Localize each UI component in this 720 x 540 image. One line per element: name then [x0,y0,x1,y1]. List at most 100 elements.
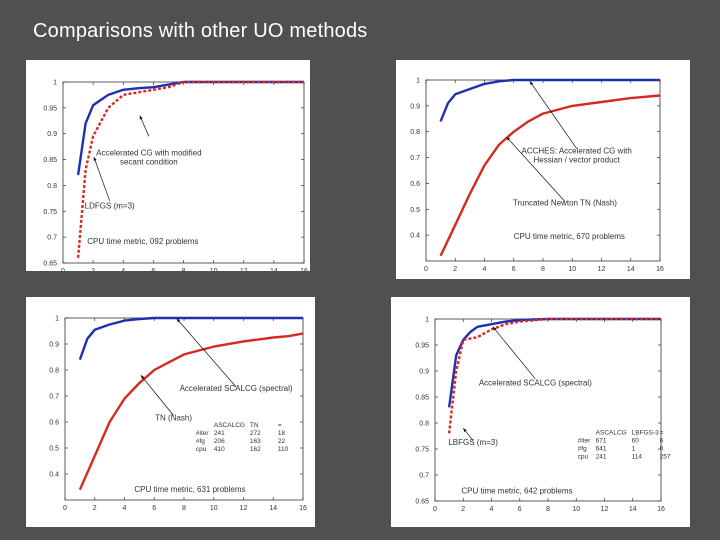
y-tick-label: 0.9 [419,369,429,376]
series-line-1 [78,332,304,491]
table-cell: 110 [278,446,289,453]
annotation-arrow [529,81,577,149]
y-tick-label: 0.9 [410,103,420,110]
x-tick-label: 2 [91,268,95,271]
x-tick-label: 14 [629,506,637,513]
y-tick-label: 0.9 [47,131,57,138]
x-tick-label: 10 [210,505,218,512]
annotation-text: TN (Nash) [155,414,192,423]
y-tick-label: 1 [53,80,57,87]
table-cell: 671 [596,437,607,444]
y-tick-label: 1 [416,78,420,85]
table-cell: 410 [214,446,225,453]
x-tick-label: 6 [151,268,155,271]
series-line-0 [76,80,304,176]
table-cell: 163 [250,438,261,445]
annotation-text: Hessian / vector product [534,156,621,165]
x-tick-label: 2 [453,266,457,273]
annotation-arrow [140,374,174,416]
annotation-arrowhead [176,318,181,323]
x-tick-label: 16 [299,505,307,512]
x-tick-label: 4 [123,505,127,512]
x-tick-label: 4 [490,506,494,513]
y-tick-label: 0.65 [43,261,57,268]
x-tick-label: 10 [572,506,580,513]
table-cell: ASCALCG [214,422,245,429]
series-line-0 [447,317,661,408]
table-cell: 0 [660,445,664,452]
annotation-text: CPU time metric, 092 problems [87,237,198,246]
y-tick-label: 0.8 [410,129,420,136]
table-cell: cpu [578,453,589,460]
y-tick-label: 0.75 [415,447,429,454]
table-cell: 241 [214,430,225,437]
y-tick-label: 0.6 [410,181,420,188]
annotation-text: ACCHES: Accelerated CG with [522,147,632,156]
table-cell: #fg [196,438,205,445]
y-tick-label: 1 [55,316,59,323]
annotation-arrow [93,156,111,202]
chart-bottom-left: 0 2 4 6 8 10 12 14 16 1 0.9 0.8 0.7 0.6 0.5 0.4 Accelera… [49,316,307,513]
x-tick-label: 14 [270,268,278,271]
y-tick-label: 0.5 [410,207,420,214]
x-tick-label: 6 [512,266,516,273]
table-cell: = [660,429,664,436]
chart-bottom-right: 0 2 4 6 8 10 12 14 1610.950.90.850.80.750.70.65A… [415,317,671,514]
y-tick-label: 0.5 [49,446,59,453]
annotation-arrowhead [93,156,97,161]
annotation-arrow [176,318,237,388]
x-tick-label: 10 [568,266,576,273]
series-line-0 [439,78,660,122]
series-line-1 [76,80,304,258]
table-cell: 22 [278,438,286,445]
annotation-text: Accelerated SCALCG (spectral) [479,379,592,388]
slide-title: Comparisons with other UO methods [33,20,368,42]
table-cell: ASCALCG [596,429,627,436]
annotation-text: Accelerated CG with modified [96,148,201,157]
y-tick-label: 0.7 [410,155,420,162]
y-tick-label: 0.75 [43,209,57,216]
table-cell: cpu [196,446,207,453]
table-cell: 18 [278,430,286,437]
y-tick-label: 0.85 [415,395,429,402]
x-tick-label: 2 [93,505,97,512]
table-cell: = [278,422,282,429]
y-tick-label: 0.7 [47,235,57,242]
y-tick-label: 0.4 [410,233,420,240]
x-tick-label: 12 [240,268,248,271]
table-cell: #iter [196,430,209,437]
x-tick-label: 14 [627,266,635,273]
table-cell: 60 [632,437,640,444]
x-tick-label: 8 [541,266,545,273]
chart-top-left: 0 2 4 6 8 10 12 14 16 1 0.95 0.9 0.85 0.8 0.75 0.7 0.65 A… [43,80,308,272]
annotation-arrow [506,136,566,202]
chart-top-right: 0 2 4 6 8 10 12 14 16 1 0.9 0.8 0.7 0.6 0.5 0.4 ACCHES: … [410,78,664,274]
annotation-text: CPU time metric, 631 problems [134,485,245,494]
annotation-text: secant condition [120,157,178,166]
x-tick-label: 16 [656,266,664,273]
table-cell: #iter [578,437,591,444]
annotation-arrowhead [140,375,145,380]
annotation-arrow [492,326,536,380]
annotation-text: Accelerated SCALCG (spectral) [180,384,293,393]
table-cell: 1 [632,445,636,452]
x-tick-label: 8 [546,506,550,513]
y-tick-label: 0.4 [49,472,59,479]
annotation-arrowhead [463,428,467,433]
x-tick-label: 4 [483,266,487,273]
table-cell: TN [250,422,259,429]
x-tick-label: 6 [152,505,156,512]
table-cell: 272 [250,430,261,437]
series-line-1 [439,94,661,257]
annotation-text: CPU time metric, 670 problems [514,232,625,241]
table-cell: 257 [660,453,671,460]
x-tick-label: 2 [461,506,465,513]
x-tick-label: 12 [601,506,609,513]
series-line-0 [78,316,303,361]
table-cell: 114 [632,453,643,460]
x-tick-label: 0 [63,505,67,512]
chart-panel-top-right: 0 2 4 6 8 10 12 14 16 1 0.9 0.8 0.7 0.6 0.5 0.4 ACCHES: … [396,60,690,279]
x-tick-label: 0 [433,506,437,513]
x-tick-label: 16 [300,268,308,271]
annotation-text: Truncated Newton TN (Nash) [513,198,617,207]
